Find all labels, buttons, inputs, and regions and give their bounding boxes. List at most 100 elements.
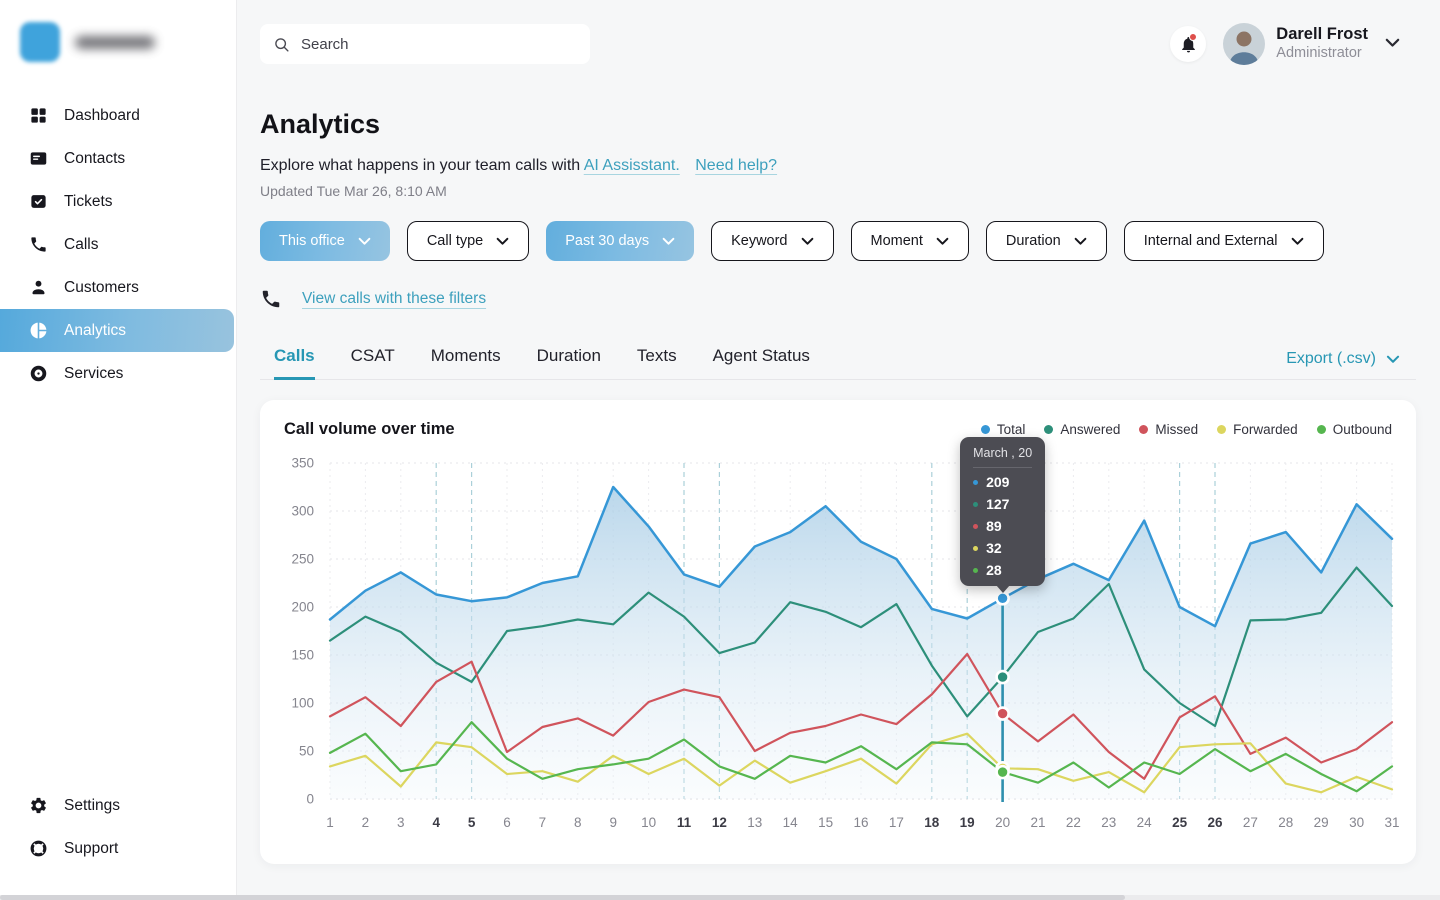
svg-text:150: 150 bbox=[291, 648, 314, 663]
tooltip-value: 28 bbox=[986, 562, 1002, 579]
svg-text:16: 16 bbox=[853, 815, 868, 830]
chevron-down-icon bbox=[936, 237, 949, 245]
filter-chip-moment[interactable]: Moment bbox=[850, 221, 969, 261]
tooltip-row-forwarded: 32 bbox=[973, 540, 1032, 556]
legend-dot bbox=[1316, 425, 1326, 434]
description-text: Explore what happens in your team calls … bbox=[260, 157, 581, 174]
user-menu[interactable]: Darell Frost Administrator bbox=[1223, 23, 1400, 65]
filter-chip-call-type[interactable]: Call type bbox=[406, 221, 530, 261]
tooltip-value: 32 bbox=[986, 540, 1002, 557]
view-calls-link[interactable]: View calls with these filters bbox=[302, 290, 487, 307]
series-missed-line bbox=[328, 652, 1394, 780]
chevron-down-icon bbox=[1385, 35, 1400, 53]
legend-label: Answered bbox=[1060, 422, 1121, 437]
svg-text:18: 18 bbox=[924, 815, 940, 830]
svg-text:10: 10 bbox=[641, 815, 656, 830]
tab-calls[interactable]: Calls bbox=[274, 346, 315, 380]
horizontal-scrollbar[interactable] bbox=[0, 895, 1440, 900]
svg-text:250: 250 bbox=[291, 552, 314, 567]
svg-text:12: 12 bbox=[712, 815, 727, 830]
series-total-line bbox=[328, 485, 1394, 628]
phone-icon bbox=[31, 237, 46, 252]
sidebar-nav: Dashboard Contacts Tickets Calls Customers An… bbox=[0, 94, 236, 395]
svg-text:19: 19 bbox=[960, 815, 975, 830]
tabs: Calls CSAT Moments Duration Texts Agent Statu… bbox=[260, 346, 810, 380]
legend-item-total[interactable]: Total bbox=[980, 422, 1025, 437]
series-total-area bbox=[330, 487, 1392, 799]
svg-text:7: 7 bbox=[539, 815, 547, 830]
tooltip-row-outbound: 28 bbox=[973, 562, 1032, 578]
tab-agent-status[interactable]: Agent Status bbox=[712, 346, 810, 365]
sidebar-item-label: Calls bbox=[64, 235, 99, 253]
sidebar-item-label: Analytics bbox=[64, 321, 127, 339]
legend-item-missed[interactable]: Missed bbox=[1139, 422, 1198, 437]
tooltip-value: 209 bbox=[986, 474, 1010, 491]
svg-text:8: 8 bbox=[574, 815, 582, 830]
notifications-bell-button[interactable] bbox=[1170, 26, 1207, 62]
chart-card-header: Call volume over time Total Answered Misse… bbox=[260, 400, 1416, 439]
tooltip-dot bbox=[973, 545, 979, 551]
sidebar-footer-nav: Settings Support bbox=[0, 784, 236, 870]
filter-chip-label: This office bbox=[279, 233, 345, 249]
logo[interactable] bbox=[0, 20, 236, 64]
svg-text:6: 6 bbox=[503, 815, 511, 830]
legend-label: Forwarded bbox=[1233, 422, 1298, 437]
sidebar-item-calls[interactable]: Calls bbox=[0, 223, 236, 266]
chevron-down-icon bbox=[358, 237, 371, 245]
chevron-down-icon bbox=[1074, 237, 1087, 245]
tab-csat[interactable]: CSAT bbox=[350, 346, 395, 365]
search-input[interactable] bbox=[260, 24, 590, 64]
chart-area: 0 50 100 150 200 250 300 350 1 2 3 4 5 6 7 8 9 10 11 12 13 14… bbox=[270, 437, 1406, 843]
avatar bbox=[1223, 23, 1266, 65]
filter-chip-keyword[interactable]: Keyword bbox=[711, 221, 834, 261]
legend-item-answered[interactable]: Answered bbox=[1044, 422, 1120, 437]
sidebar-item-services[interactable]: Services bbox=[0, 352, 236, 395]
legend-item-outbound[interactable]: Outbound bbox=[1316, 422, 1392, 437]
export-csv-button[interactable]: Export (.csv) bbox=[1286, 350, 1400, 379]
page-title: Analytics bbox=[260, 109, 381, 139]
scrollbar-thumb[interactable] bbox=[0, 895, 1125, 900]
sidebar-item-analytics[interactable]: Analytics bbox=[0, 309, 234, 352]
tab-moments[interactable]: Moments bbox=[430, 346, 501, 365]
sidebar-item-label: Tickets bbox=[64, 192, 113, 210]
tooltip-dot bbox=[973, 479, 979, 485]
series-outbound-line bbox=[328, 721, 1394, 793]
svg-text:5: 5 bbox=[468, 815, 476, 830]
chart-card: Call volume over time Total Answered Misse… bbox=[260, 400, 1416, 864]
filter-chip-duration[interactable]: Duration bbox=[985, 221, 1107, 261]
topbar: Darell Frost Administrator bbox=[237, 0, 1440, 88]
view-calls-row: View calls with these filters bbox=[260, 288, 1416, 310]
tab-duration[interactable]: Duration bbox=[536, 346, 601, 365]
svg-text:22: 22 bbox=[1066, 815, 1081, 830]
legend-label: Outbound bbox=[1332, 422, 1392, 437]
sidebar-item-support[interactable]: Support bbox=[0, 827, 236, 870]
tabs-bar: Calls CSAT Moments Duration Texts Agent Statu… bbox=[260, 346, 1416, 380]
need-help-link[interactable]: Need help? bbox=[695, 157, 778, 174]
filter-chip-this-office[interactable]: This office bbox=[260, 221, 390, 261]
svg-text:3: 3 bbox=[397, 815, 405, 830]
svg-text:31: 31 bbox=[1384, 815, 1399, 830]
svg-text:30: 30 bbox=[1349, 815, 1364, 830]
legend-dot bbox=[1139, 425, 1149, 434]
tab-texts[interactable]: Texts bbox=[636, 346, 677, 365]
legend-dot bbox=[980, 425, 990, 434]
sidebar-item-contacts[interactable]: Contacts bbox=[0, 137, 236, 180]
page-description: Explore what happens in your team calls … bbox=[260, 157, 1416, 175]
filter-chip-past-30-days[interactable]: Past 30 days bbox=[546, 221, 695, 261]
filter-chip-internal-and-external[interactable]: Internal and External bbox=[1123, 221, 1324, 261]
svg-text:0: 0 bbox=[306, 792, 314, 807]
sidebar-item-label: Dashboard bbox=[64, 106, 140, 124]
svg-text:20: 20 bbox=[995, 815, 1010, 830]
tooltip-dot bbox=[973, 523, 979, 529]
sidebar-item-settings[interactable]: Settings bbox=[0, 784, 236, 827]
sidebar-item-tickets[interactable]: Tickets bbox=[0, 180, 236, 223]
search-field[interactable] bbox=[299, 34, 577, 54]
sidebar-item-customers[interactable]: Customers bbox=[0, 266, 236, 309]
sidebar-item-label: Customers bbox=[64, 278, 139, 296]
filter-chip-label: Moment bbox=[870, 233, 923, 249]
legend-item-forwarded[interactable]: Forwarded bbox=[1217, 422, 1298, 437]
ai-assistant-link[interactable]: AI Assisstant. bbox=[583, 157, 680, 174]
sidebar-item-dashboard[interactable]: Dashboard bbox=[0, 94, 236, 137]
